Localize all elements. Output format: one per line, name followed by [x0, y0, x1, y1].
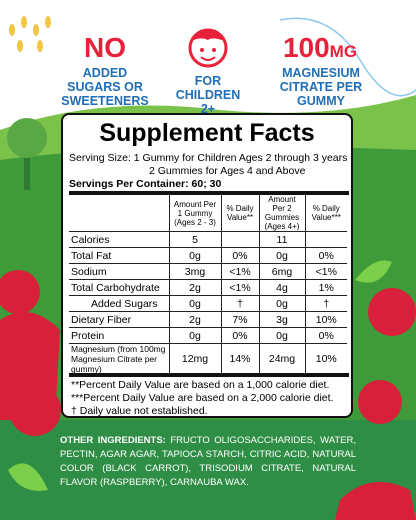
nutrient-value: 10%: [304, 311, 347, 328]
nutrient-value: 14%: [220, 343, 259, 375]
nutrient-value: <1%: [220, 279, 259, 296]
no-heading: NO: [84, 32, 126, 63]
nutrient-value: 4g: [258, 279, 305, 296]
facts-row: Total Fat 0g 0% 0g 0%: [69, 247, 347, 264]
nutrient-value: 0g: [258, 295, 305, 312]
nutrient-value: 0%: [220, 247, 259, 264]
nutrient-value: †: [220, 295, 259, 312]
nutrient-value: 11: [258, 231, 305, 248]
facts-title: Supplement Facts: [99, 119, 315, 147]
ingredients-label: OTHER INGREDIENTS:: [60, 435, 166, 446]
nutrient-value: 10%: [304, 343, 347, 375]
nutrient-value: 0g: [168, 327, 221, 344]
facts-row: Magnesium (from 100mg Magnesium Citrate …: [69, 343, 347, 375]
nutrient-value: †: [304, 295, 347, 312]
header-row: Amount Per 1 Gummy (Ages 2 - 3)% Daily V…: [69, 195, 347, 232]
column-header: % Daily Value***: [304, 195, 347, 232]
facts-row: Calories 5 11: [69, 231, 347, 248]
footnote: † Daily value not established.: [71, 405, 208, 417]
dose-heading: 100MG: [260, 32, 380, 64]
nutrient-name: Added Sugars: [69, 295, 169, 312]
column-header: Amount Per 2 Gummies (Ages 4+): [258, 195, 305, 232]
facts-row: Sodium 3mg <1% 6mg <1%: [69, 263, 347, 280]
column-header: % Daily Value**: [220, 195, 259, 232]
serving-line: Serving Size: 1 Gummy for Children Ages …: [69, 152, 348, 164]
facts-panel: Supplement Facts Serving Size: 1 Gummy f…: [61, 113, 353, 418]
nutrient-value: 3mg: [168, 263, 221, 280]
nutrient-name: Magnesium (from 100mg Magnesium Citrate …: [69, 343, 169, 375]
nutrient-value: [220, 231, 259, 248]
dose-value: 100: [282, 32, 330, 63]
nutrient-value: 3g: [258, 311, 305, 328]
nutrient-name: Protein: [69, 327, 169, 344]
facts-row: Total Carbohydrate 2g <1% 4g 1%: [69, 279, 347, 296]
facts-row: Added Sugars 0g † 0g †: [69, 295, 347, 312]
nutrient-value: 0%: [304, 247, 347, 264]
facts-row: Dietary Fiber 2g 7% 3g 10%: [69, 311, 347, 328]
nutrient-name: Dietary Fiber: [69, 311, 169, 328]
rule: [69, 373, 349, 377]
servings-per-container: Servings Per Container: 60; 30: [69, 178, 222, 190]
nutrient-value: [304, 231, 347, 248]
nutrient-value: 2g: [168, 311, 221, 328]
footnotes: **Percent Daily Value are based on a 1,0…: [71, 379, 333, 418]
footnote: **Percent Daily Value are based on a 1,0…: [71, 379, 330, 391]
rule: [69, 191, 349, 195]
facts-row: Protein 0g 0% 0g 0%: [69, 327, 347, 344]
facts-table: Amount Per 1 Gummy (Ages 2 - 3)% Daily V…: [69, 195, 347, 375]
nutrient-value: 0%: [220, 327, 259, 344]
nutrient-value: 0g: [168, 295, 221, 312]
nutrient-value: 6mg: [258, 263, 305, 280]
nutrient-value: <1%: [220, 263, 259, 280]
nutrient-value: 0g: [258, 327, 305, 344]
nutrient-name: Calories: [69, 231, 169, 248]
nutrient-value: 5: [168, 231, 221, 248]
nutrient-value: 2g: [168, 279, 221, 296]
serving-info: Serving Size: 1 Gummy for Children Ages …: [69, 152, 349, 191]
nutrient-name: Sodium: [69, 263, 169, 280]
no-sugar-text: ADDED SUGARS OR SWEETENERS: [61, 66, 149, 108]
nutrient-value: 0g: [258, 247, 305, 264]
nutrient-value: 24mg: [258, 343, 305, 375]
ingredients-text: FRUCTO OLIGOSACCHARIDES, WATER, PECTIN, …: [60, 435, 356, 488]
ingredients: OTHER INGREDIENTS: FRUCTO OLIGOSACCHARID…: [60, 434, 356, 490]
nutrient-name: Total Fat: [69, 247, 169, 264]
serving-line: 2 Gummies for Ages 4 and Above: [149, 165, 306, 177]
dose-unit: MG: [329, 42, 358, 61]
dose-text: MAGNESIUM CITRATE PER GUMMY: [279, 66, 363, 108]
nutrient-name: Total Carbohydrate: [69, 279, 169, 296]
nutrient-value: 12mg: [168, 343, 221, 375]
column-header: Amount Per 1 Gummy (Ages 2 - 3): [168, 195, 221, 232]
nutrient-value: 0%: [304, 327, 347, 344]
footnote: ***Percent Daily Value are based on a 2,…: [71, 392, 334, 404]
nutrient-value: <1%: [304, 263, 347, 280]
children-text: FOR CHILDREN 2+: [175, 74, 241, 116]
nutrient-value: 7%: [220, 311, 259, 328]
nutrient-value: 1%: [304, 279, 347, 296]
nutrient-value: 0g: [168, 247, 221, 264]
